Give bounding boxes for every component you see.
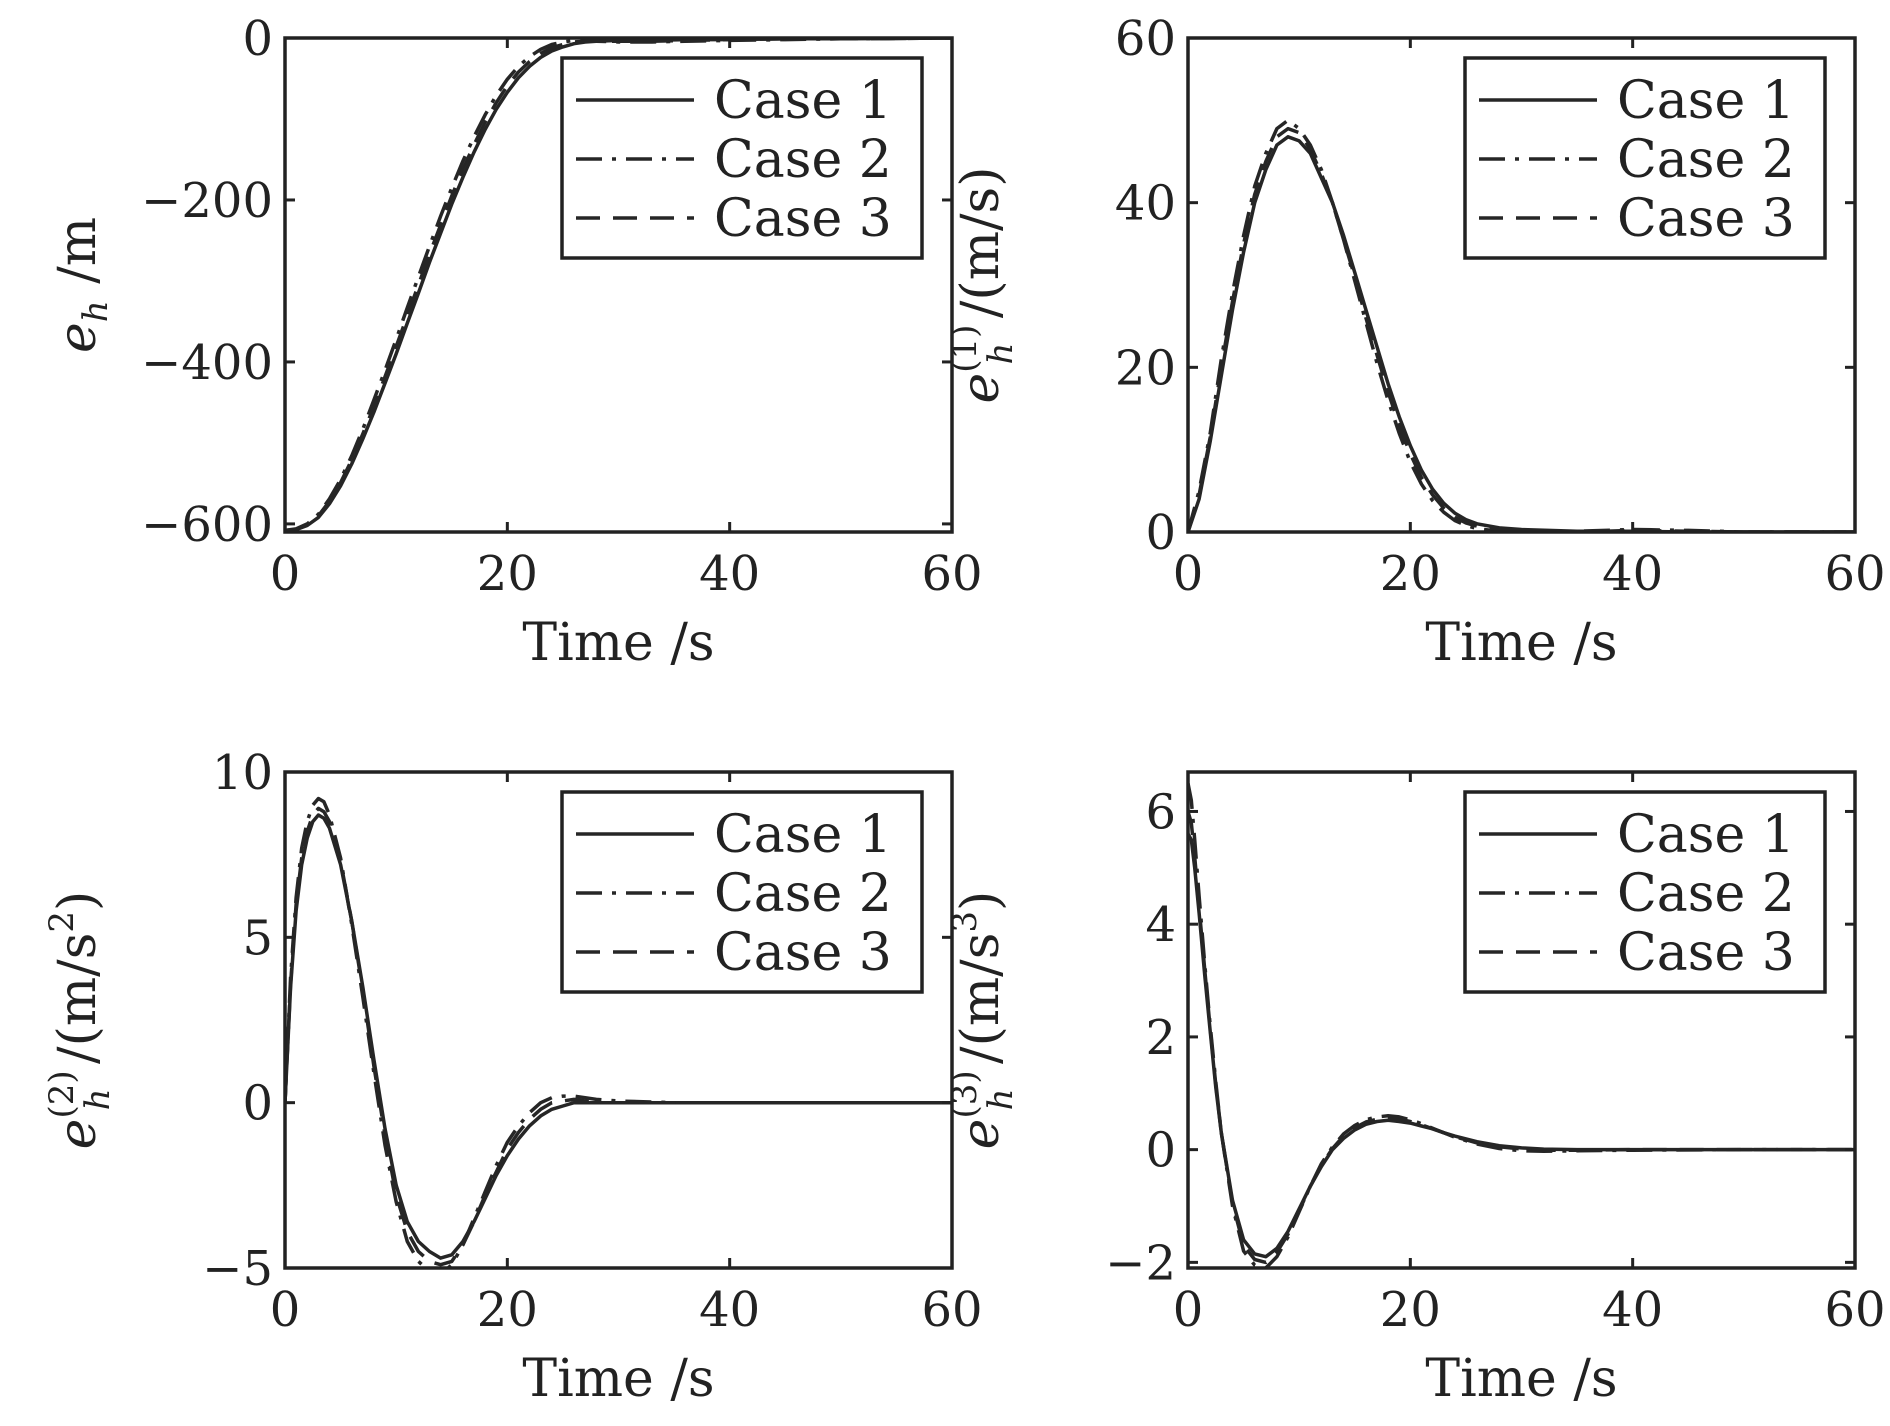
y-label-order: (3) — [945, 1070, 985, 1118]
plot-frame — [283, 770, 954, 1270]
x-axis-title: Time /s — [522, 1349, 714, 1409]
y-label-symbol: e — [951, 373, 1011, 404]
plot-frame — [1186, 770, 1857, 1270]
y-label-unit: /(m/s) — [951, 167, 1011, 335]
y-label-unit: /(m/s — [48, 933, 108, 1081]
series-line-case-2 — [285, 38, 952, 532]
legend-box — [560, 790, 924, 994]
x-tick-label: 20 — [1380, 546, 1441, 602]
legend-box — [1463, 56, 1827, 260]
y-label-symbol: e — [48, 1119, 108, 1150]
legend-label-case-2: Case 2 — [714, 864, 892, 924]
y-label-subscript: h — [981, 343, 1021, 365]
y-tick-label: 10 — [212, 745, 273, 801]
x-axis-title: Time /s — [1425, 1349, 1617, 1409]
legend-label-case-1: Case 1 — [714, 805, 892, 865]
y-label-unit-close: ) — [48, 891, 108, 911]
y-tick-label: −5 — [202, 1241, 273, 1297]
x-tick-label: 40 — [699, 1282, 760, 1338]
legend-box — [560, 56, 924, 260]
legend-label-case-1: Case 1 — [1617, 805, 1795, 865]
plot-frame — [1186, 36, 1857, 534]
x-tick-label: 20 — [477, 1282, 538, 1338]
y-tick-label: −400 — [141, 335, 273, 391]
legend-label-case-3: Case 3 — [1617, 189, 1795, 249]
x-tick-label: 60 — [921, 546, 982, 602]
legend-label-case-2: Case 2 — [1617, 864, 1795, 924]
y-tick-label: −2 — [1105, 1235, 1176, 1291]
y-label-unit-power: 2 — [42, 911, 82, 933]
y-label-unit: /(m/s — [951, 933, 1011, 1081]
y-axis-title: e(1)h /(m/s) — [945, 167, 1021, 404]
x-axis-title: Time /s — [1425, 613, 1617, 673]
y-tick-label: −600 — [141, 497, 273, 553]
x-tick-label: 60 — [1824, 1282, 1885, 1338]
legend-label-case-1: Case 1 — [1617, 71, 1795, 131]
y-axis-title: eh /m — [48, 217, 116, 353]
legend-label-case-2: Case 2 — [714, 130, 892, 190]
y-axis-title: e(3)h /(m/s3) — [945, 891, 1021, 1150]
x-tick-label: 40 — [1602, 1282, 1663, 1338]
y-label-subscript: h — [981, 1088, 1021, 1110]
y-tick-label: 20 — [1115, 340, 1176, 396]
x-tick-label: 40 — [699, 546, 760, 602]
y-label-symbol: e — [951, 1119, 1011, 1150]
series-line-case-3 — [1188, 811, 1855, 1265]
y-tick-label: 40 — [1115, 176, 1176, 232]
x-axis-title: Time /s — [522, 613, 714, 673]
y-label-unit-power: 3 — [945, 911, 985, 933]
legend-label-case-3: Case 3 — [714, 923, 892, 983]
x-tick-label: 60 — [921, 1282, 982, 1338]
legend-box — [1463, 790, 1827, 994]
y-tick-label: 4 — [1145, 897, 1176, 953]
x-tick-label: 20 — [477, 546, 538, 602]
series-line-case-3 — [285, 806, 952, 1267]
y-tick-label: 60 — [1115, 11, 1176, 67]
y-label-order: (2) — [42, 1070, 82, 1118]
y-label-subscript: h — [78, 1088, 118, 1110]
y-label-unit: /m — [48, 217, 108, 300]
x-tick-label: 60 — [1824, 546, 1885, 602]
plot-frame — [283, 36, 954, 534]
y-tick-label: 2 — [1145, 1010, 1176, 1066]
series-line-case-2 — [1188, 118, 1855, 532]
x-tick-label: 0 — [1173, 546, 1204, 602]
y-tick-label: 0 — [1145, 505, 1176, 561]
x-tick-label: 20 — [1380, 1282, 1441, 1338]
x-tick-label: 0 — [1173, 1282, 1204, 1338]
legend-label-case-3: Case 3 — [1617, 923, 1795, 983]
x-tick-label: 0 — [270, 546, 301, 602]
series-line-case-1 — [285, 813, 952, 1260]
x-tick-label: 0 — [270, 1282, 301, 1338]
y-axis-title: e(2)h /(m/s2) — [42, 891, 118, 1150]
y-tick-label: 0 — [242, 1076, 273, 1132]
x-tick-label: 40 — [1602, 546, 1663, 602]
series-line-case-2 — [285, 796, 952, 1268]
series-line-case-3 — [285, 38, 952, 532]
legend-label-case-1: Case 1 — [714, 71, 892, 131]
y-label-unit-close: ) — [951, 891, 1011, 911]
y-label-subscript: h — [76, 300, 116, 322]
y-tick-label: 0 — [1145, 1123, 1176, 1179]
y-tick-label: −200 — [141, 173, 273, 229]
legend-label-case-3: Case 3 — [714, 189, 892, 249]
y-label-order: (1) — [945, 325, 985, 373]
y-tick-label: 0 — [242, 11, 273, 67]
legend-label-case-2: Case 2 — [1617, 130, 1795, 190]
y-tick-label: 6 — [1145, 784, 1176, 840]
y-label-symbol: e — [48, 322, 108, 353]
y-tick-label: 5 — [242, 910, 273, 966]
